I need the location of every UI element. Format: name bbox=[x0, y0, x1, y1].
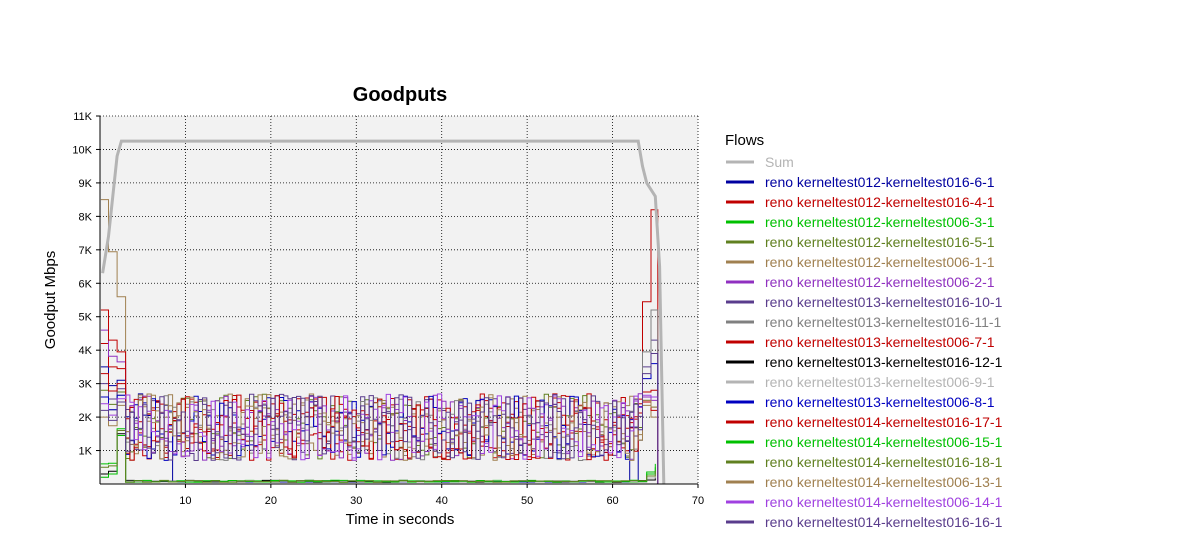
legend-item: reno kerneltest012-kerneltest006-3-1 bbox=[726, 214, 995, 230]
x-tick-label: 60 bbox=[606, 495, 618, 507]
chart-title: Goodputs bbox=[353, 84, 447, 106]
legend-item: reno kerneltest012-kerneltest016-4-1 bbox=[726, 194, 995, 210]
legend-label: reno kerneltest014-kerneltest016-18-1 bbox=[765, 454, 1003, 470]
y-axis-title: Goodput Mbps bbox=[42, 251, 59, 349]
legend-item: reno kerneltest014-kerneltest006-14-1 bbox=[726, 494, 1003, 510]
y-tick-label: 7K bbox=[79, 245, 93, 257]
legend-label: reno kerneltest013-kerneltest016-12-1 bbox=[765, 354, 1003, 370]
y-tick-label: 9K bbox=[79, 178, 93, 190]
y-tick-label: 10K bbox=[72, 144, 92, 156]
y-tick-label: 3K bbox=[79, 379, 93, 391]
y-tick-label: 6K bbox=[79, 278, 93, 290]
x-tick-label: 20 bbox=[265, 495, 277, 507]
series-line-18 bbox=[100, 353, 659, 484]
legend-item: reno kerneltest012-kerneltest016-5-1 bbox=[726, 234, 995, 250]
legend-item: reno kerneltest012-kerneltest016-6-1 bbox=[726, 174, 995, 190]
legend-label: reno kerneltest013-kerneltest016-11-1 bbox=[765, 314, 1002, 330]
x-tick-label: 30 bbox=[350, 495, 362, 507]
legend-label: reno kerneltest012-kerneltest006-2-1 bbox=[765, 274, 995, 290]
legend: Flows Sum reno kerneltest012-kerneltest01… bbox=[725, 132, 1003, 530]
legend-item: reno kerneltest014-kerneltest016-18-1 bbox=[726, 454, 1003, 470]
legend-label: reno kerneltest014-kerneltest016-17-1 bbox=[765, 414, 1003, 430]
legend-item: reno kerneltest013-kerneltest006-9-1 bbox=[726, 374, 995, 390]
legend-item: reno kerneltest013-kerneltest016-12-1 bbox=[726, 354, 1003, 370]
legend-title: Flows bbox=[725, 132, 764, 149]
legend-label: reno kerneltest012-kerneltest016-6-1 bbox=[765, 174, 995, 190]
y-tick-label: 8K bbox=[79, 211, 93, 223]
x-tick-label: 10 bbox=[179, 495, 191, 507]
y-tick-label: 11K bbox=[73, 111, 92, 123]
legend-label: reno kerneltest012-kerneltest006-3-1 bbox=[765, 214, 995, 230]
x-tick-label: 50 bbox=[521, 495, 533, 507]
legend-item: reno kerneltest013-kerneltest006-8-1 bbox=[726, 394, 995, 410]
sum-series-line bbox=[101, 139, 666, 485]
legend-label: reno kerneltest013-kerneltest006-7-1 bbox=[765, 334, 995, 350]
x-axis-title: Time in seconds bbox=[346, 511, 455, 528]
legend-label: reno kerneltest012-kerneltest006-1-1 bbox=[765, 254, 995, 270]
x-tick-label: 70 bbox=[692, 495, 704, 507]
legend-item: reno kerneltest013-kerneltest006-7-1 bbox=[726, 334, 995, 350]
tick-labels: 10 20 30 40 50 60 70 1K 2K 3K 4K 5K 6K 7K 8K 9K 10K 11K bbox=[72, 111, 704, 507]
legend-item: reno kerneltest013-kerneltest016-11-1 bbox=[726, 314, 1002, 330]
legend-item: reno kerneltest013-kerneltest016-10-1 bbox=[726, 294, 1003, 310]
legend-item: reno kerneltest014-kerneltest016-16-1 bbox=[726, 514, 1003, 530]
sum-series-layer bbox=[101, 139, 666, 485]
legend-item: reno kerneltest012-kerneltest006-1-1 bbox=[726, 254, 995, 270]
y-tick-label: 4K bbox=[79, 345, 93, 357]
legend-item: reno kerneltest014-kerneltest006-15-1 bbox=[726, 434, 1003, 450]
legend-item: reno kerneltest014-kerneltest016-17-1 bbox=[726, 414, 1003, 430]
legend-item: Sum bbox=[726, 154, 794, 170]
legend-label: reno kerneltest013-kerneltest006-9-1 bbox=[765, 374, 995, 390]
y-tick-label: 2K bbox=[79, 412, 93, 424]
x-tick-label: 40 bbox=[436, 495, 448, 507]
y-tick-label: 5K bbox=[79, 312, 93, 324]
legend-label: reno kerneltest013-kerneltest016-10-1 bbox=[765, 294, 1003, 310]
legend-label: Sum bbox=[765, 154, 794, 170]
legend-label: reno kerneltest013-kerneltest006-8-1 bbox=[765, 394, 995, 410]
legend-label: reno kerneltest012-kerneltest016-5-1 bbox=[765, 234, 995, 250]
series-line-4 bbox=[100, 389, 659, 484]
legend-item: reno kerneltest014-kerneltest006-13-1 bbox=[726, 474, 1003, 490]
legend-label: reno kerneltest012-kerneltest016-4-1 bbox=[765, 194, 995, 210]
legend-label: reno kerneltest014-kerneltest016-16-1 bbox=[765, 514, 1003, 530]
series-layer bbox=[100, 199, 659, 484]
series-line-15 bbox=[100, 430, 656, 483]
legend-label: reno kerneltest014-kerneltest006-13-1 bbox=[765, 474, 1003, 490]
legend-item: reno kerneltest012-kerneltest006-2-1 bbox=[726, 274, 995, 290]
legend-label: reno kerneltest014-kerneltest006-14-1 bbox=[765, 494, 1003, 510]
legend-label: reno kerneltest014-kerneltest006-15-1 bbox=[765, 434, 1003, 450]
y-tick-label: 1K bbox=[79, 446, 93, 458]
axes bbox=[99, 116, 698, 485]
